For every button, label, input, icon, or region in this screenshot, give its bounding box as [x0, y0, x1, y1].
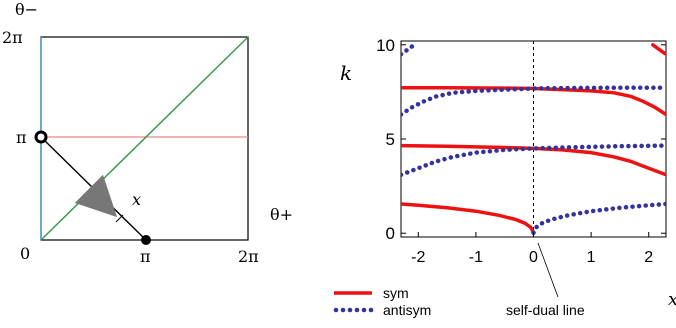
filled-dot-pi: [141, 235, 151, 245]
legend-swatch-antisym: [333, 307, 374, 313]
legend-dot: [368, 307, 374, 313]
legend-dot: [347, 307, 353, 313]
y-tick-label-10: 10: [376, 36, 395, 55]
sym-curve-4: [651, 43, 666, 56]
legend-label-sym: sym: [383, 285, 409, 301]
y-tick-2pi: 2π: [2, 28, 23, 47]
x-tick-label-1: 1: [587, 249, 596, 266]
open-dot-pi: [34, 130, 48, 144]
y-ticks: 0 5 10: [376, 36, 666, 243]
x-axis-label: x: [668, 289, 676, 310]
x-annotation: x: [132, 190, 141, 209]
x-tick-label--2: -2: [411, 249, 425, 266]
antisym-curve-2: [401, 143, 666, 178]
x-ticks: -2 -1 0 1 2: [411, 232, 653, 266]
self-dual-label: self-dual line: [506, 302, 585, 318]
sym-curve-3: [401, 85, 666, 117]
x-tick-pi: π: [140, 247, 151, 266]
legend-label-antisym: antisym: [383, 302, 431, 318]
antisym-curve-3: [401, 85, 666, 117]
y-tick-label-5: 5: [386, 130, 395, 149]
theta-diagram: θ− 2π π 0 π 2π θ+ x: [2, 0, 293, 266]
antisym-curve-4: [401, 42, 417, 57]
legend-dot: [354, 307, 360, 313]
x-tick-label--1: -1: [469, 249, 483, 266]
x-tick-label-0: 0: [529, 249, 538, 266]
legend-dot: [361, 307, 367, 313]
sym-curve-2: [401, 143, 666, 177]
x-tick-mark: [115, 214, 124, 223]
sym-curve-1: [401, 202, 536, 235]
antisym-curve-1: [531, 201, 666, 236]
legend: sym antisym: [333, 285, 431, 318]
k-vs-x-plot: 0 5 10 -2 -1 0 1 2 k x self-dual line sym anti…: [333, 36, 676, 318]
x-tick-0: 0: [20, 244, 30, 263]
theta-minus-label: θ−: [15, 0, 38, 19]
y-tick-label-0: 0: [386, 224, 395, 243]
diagonal-line: [40, 36, 249, 241]
legend-dot: [340, 307, 346, 313]
theta-plus-label: θ+: [270, 205, 293, 224]
x-tick-2pi: 2π: [238, 247, 259, 266]
direction-arrow: [74, 174, 118, 218]
x-tick-label-2: 2: [644, 249, 653, 266]
self-dual-pointer: [537, 242, 559, 298]
k-axis-label: k: [340, 61, 352, 85]
y-tick-pi: π: [16, 128, 27, 147]
legend-dot: [333, 307, 339, 313]
curves: [401, 42, 666, 236]
